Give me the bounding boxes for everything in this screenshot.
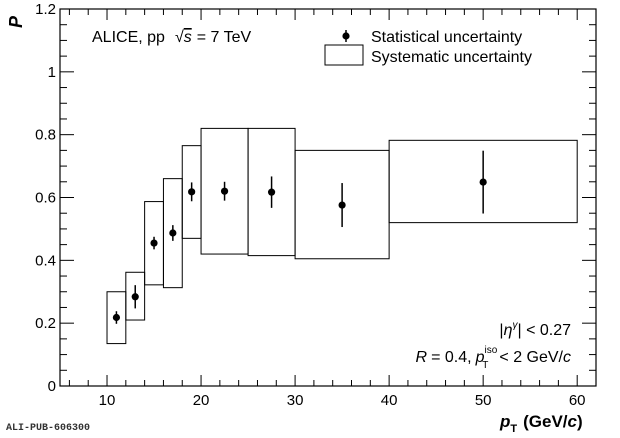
data-point-8	[479, 178, 487, 186]
experiment-label: ALICE, pp √s = 7 TeV	[92, 29, 251, 46]
systematic-box-1	[125, 271, 146, 321]
x-tick-label-5: 60	[569, 392, 586, 409]
x-tick-label-3: 40	[381, 392, 398, 409]
sqrt-icon: √	[175, 29, 184, 46]
legend: Statistical uncertainty Systematic uncer…	[324, 29, 532, 66]
y-tick-label-5: 1	[48, 64, 56, 81]
legend-sys-label: Systematic uncertainty	[371, 49, 532, 66]
x-tick-label-2: 30	[287, 392, 304, 409]
eta-annotation: |ηγ| < 0.27	[499, 320, 571, 339]
data-point-6	[267, 188, 276, 196]
data-point-2	[150, 239, 158, 247]
systematic-box-8	[388, 139, 578, 224]
data-point-3	[169, 229, 177, 237]
legend-stat-marker	[342, 32, 350, 40]
data-point-0	[112, 313, 121, 322]
y-tick-label-2: 0.4	[35, 252, 56, 269]
publication-id: ALI-PUB-606300	[6, 423, 91, 434]
y-axis-label: P	[6, 15, 26, 28]
x-tick-label-1: 20	[193, 392, 210, 409]
x-axis-label: pT (GeV/c)	[499, 412, 583, 435]
y-tick-label-1: 0.2	[35, 315, 56, 332]
y-tick-label-6: 1.2	[35, 1, 56, 18]
data-point-5	[220, 187, 229, 195]
data-point-1	[131, 293, 139, 301]
isolation-annotation: R = 0.4, piso T < 2 GeV/c	[416, 345, 571, 371]
legend-stat-label: Statistical uncertainty	[371, 29, 522, 46]
x-tick-label-0: 10	[99, 392, 116, 409]
legend-sys-box	[324, 44, 364, 66]
axes-ticks: 10 20 30 40 50 60 0 0.2 0.4 0.6 0.8 1 1.2	[35, 1, 597, 409]
data-points	[112, 150, 487, 324]
data-point-4	[188, 188, 196, 196]
y-tick-label-4: 0.8	[35, 127, 56, 144]
systematic-boxes	[106, 127, 578, 345]
y-tick-label-0: 0	[48, 378, 56, 395]
data-point-7	[338, 201, 346, 209]
x-tick-label-4: 50	[475, 392, 492, 409]
y-tick-label-3: 0.6	[35, 190, 56, 207]
